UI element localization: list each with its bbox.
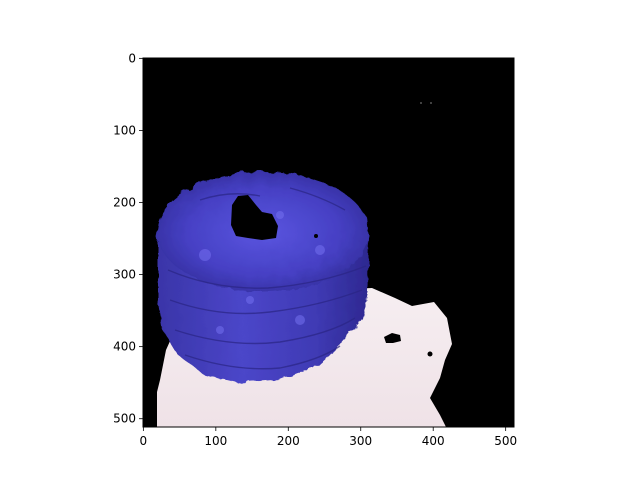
y-tick-label: 300 xyxy=(113,268,136,282)
y-tick-label: 200 xyxy=(113,196,136,210)
y-tick-label: 500 xyxy=(113,412,136,426)
x-tick-label: 300 xyxy=(349,434,372,448)
cake-highlights xyxy=(199,211,325,334)
x-tick-label: 0 xyxy=(140,434,148,448)
y-axis: 0 100 200 300 400 500 xyxy=(113,51,143,426)
top-speck xyxy=(420,102,422,104)
cake-hole xyxy=(231,195,278,240)
plate-speck xyxy=(427,351,433,357)
cake-small-hole xyxy=(314,234,318,238)
y-tick-label: 400 xyxy=(113,340,136,354)
x-tick-label: 200 xyxy=(277,434,300,448)
y-tick-label: 0 xyxy=(128,51,136,65)
image-area xyxy=(143,58,514,427)
x-axis: 0 100 200 300 400 500 xyxy=(140,427,517,448)
x-tick-label: 400 xyxy=(422,434,445,448)
cake-texture xyxy=(167,187,367,370)
y-tick-label: 100 xyxy=(113,123,136,137)
plate-hole xyxy=(384,333,401,343)
top-speck xyxy=(430,102,432,104)
axes-frame xyxy=(142,57,515,428)
x-tick-label: 500 xyxy=(494,434,517,448)
x-tick-label: 100 xyxy=(204,434,227,448)
left-black-strip xyxy=(143,390,157,427)
